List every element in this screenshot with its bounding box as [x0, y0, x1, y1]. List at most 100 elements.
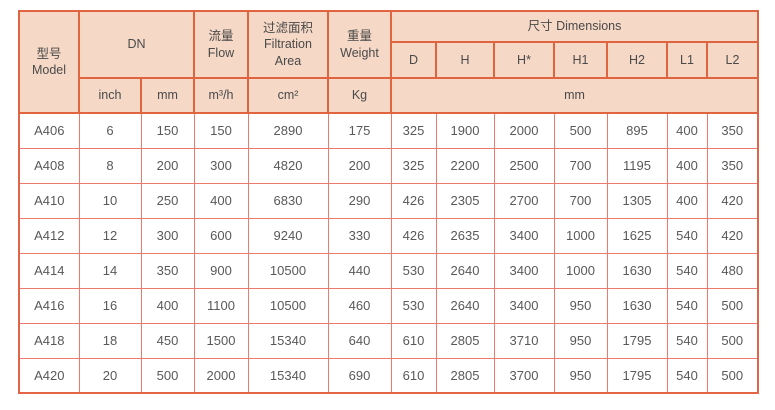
cell: 950 [553, 287, 608, 324]
cell: 690 [327, 357, 392, 394]
cell: 1630 [606, 287, 668, 324]
table-row: A408 8 200 300 4820 200 325 2200 2500 70… [18, 147, 759, 184]
cell: 640 [327, 322, 392, 359]
cell: 400 [140, 287, 195, 324]
table-row: A406 6 150 150 2890 175 325 1900 2000 50… [18, 112, 759, 149]
header-dim-d: D [390, 41, 437, 79]
cell: 4820 [247, 147, 329, 184]
cell: 1195 [606, 147, 668, 184]
cell: 1000 [553, 217, 608, 254]
cell: 540 [666, 357, 708, 394]
cell: 2805 [435, 357, 495, 394]
cell: 400 [666, 147, 708, 184]
cell: 300 [193, 147, 249, 184]
cell: 530 [390, 252, 437, 289]
unit-mm: mm [140, 77, 195, 114]
unit-inch: inch [78, 77, 142, 114]
cell-model: A414 [18, 252, 80, 289]
header-dimensions: 尺寸 Dimensions [390, 10, 759, 43]
cell-model: A410 [18, 182, 80, 219]
cell: 350 [706, 112, 759, 149]
cell: 8 [78, 147, 142, 184]
cell-model: A406 [18, 112, 80, 149]
unit-flow: m³/h [193, 77, 249, 114]
spec-table: 型号 Model DN 流量 Flow 过滤面积 Filtration Area… [18, 10, 759, 394]
cell: 290 [327, 182, 392, 219]
cell: 300 [140, 217, 195, 254]
cell: 2000 [493, 112, 555, 149]
cell: 2635 [435, 217, 495, 254]
cell: 200 [327, 147, 392, 184]
cell: 2640 [435, 252, 495, 289]
cell: 330 [327, 217, 392, 254]
cell: 480 [706, 252, 759, 289]
cell: 150 [193, 112, 249, 149]
cell: 610 [390, 322, 437, 359]
cell: 400 [666, 182, 708, 219]
cell: 1500 [193, 322, 249, 359]
cell: 540 [666, 217, 708, 254]
header-dim-h: H [435, 41, 495, 79]
cell: 530 [390, 287, 437, 324]
cell: 6 [78, 112, 142, 149]
cell: 500 [140, 357, 195, 394]
cell: 3400 [493, 252, 555, 289]
cell: 400 [666, 112, 708, 149]
cell-model: A418 [18, 322, 80, 359]
cell: 426 [390, 217, 437, 254]
cell: 450 [140, 322, 195, 359]
cell: 950 [553, 322, 608, 359]
cell: 1900 [435, 112, 495, 149]
cell: 1100 [193, 287, 249, 324]
cell: 500 [706, 287, 759, 324]
header-dn: DN [78, 10, 195, 79]
header-dim-h2: H2 [606, 41, 668, 79]
cell: 200 [140, 147, 195, 184]
cell: 610 [390, 357, 437, 394]
cell: 540 [666, 287, 708, 324]
header-weight: 重量 Weight [327, 10, 392, 79]
unit-weight: Kg [327, 77, 392, 114]
cell: 10500 [247, 252, 329, 289]
cell: 500 [553, 112, 608, 149]
cell: 350 [140, 252, 195, 289]
cell: 10500 [247, 287, 329, 324]
cell: 2640 [435, 287, 495, 324]
cell: 426 [390, 182, 437, 219]
table-body: A406 6 150 150 2890 175 325 1900 2000 50… [18, 112, 759, 394]
table-row: A412 12 300 600 9240 330 426 2635 3400 1… [18, 217, 759, 254]
cell: 1630 [606, 252, 668, 289]
cell: 420 [706, 182, 759, 219]
cell: 2200 [435, 147, 495, 184]
unit-dims: mm [390, 77, 759, 114]
cell: 1795 [606, 357, 668, 394]
header-filtration-area: 过滤面积 Filtration Area [247, 10, 329, 79]
cell: 460 [327, 287, 392, 324]
cell: 2305 [435, 182, 495, 219]
header-model: 型号 Model [18, 10, 80, 114]
cell: 20 [78, 357, 142, 394]
cell: 14 [78, 252, 142, 289]
cell: 2805 [435, 322, 495, 359]
cell: 1305 [606, 182, 668, 219]
cell: 950 [553, 357, 608, 394]
cell: 150 [140, 112, 195, 149]
table-row: A416 16 400 1100 10500 460 530 2640 3400… [18, 287, 759, 324]
cell: 420 [706, 217, 759, 254]
header-dim-h1: H1 [553, 41, 608, 79]
table-row: A414 14 350 900 10500 440 530 2640 3400 … [18, 252, 759, 289]
cell: 3400 [493, 287, 555, 324]
cell: 895 [606, 112, 668, 149]
cell: 2890 [247, 112, 329, 149]
header-flow: 流量 Flow [193, 10, 249, 79]
cell: 3400 [493, 217, 555, 254]
cell: 540 [666, 252, 708, 289]
cell: 1000 [553, 252, 608, 289]
cell-model: A408 [18, 147, 80, 184]
cell: 400 [193, 182, 249, 219]
cell: 700 [553, 147, 608, 184]
cell: 500 [706, 357, 759, 394]
cell: 15340 [247, 322, 329, 359]
cell: 500 [706, 322, 759, 359]
cell: 325 [390, 147, 437, 184]
